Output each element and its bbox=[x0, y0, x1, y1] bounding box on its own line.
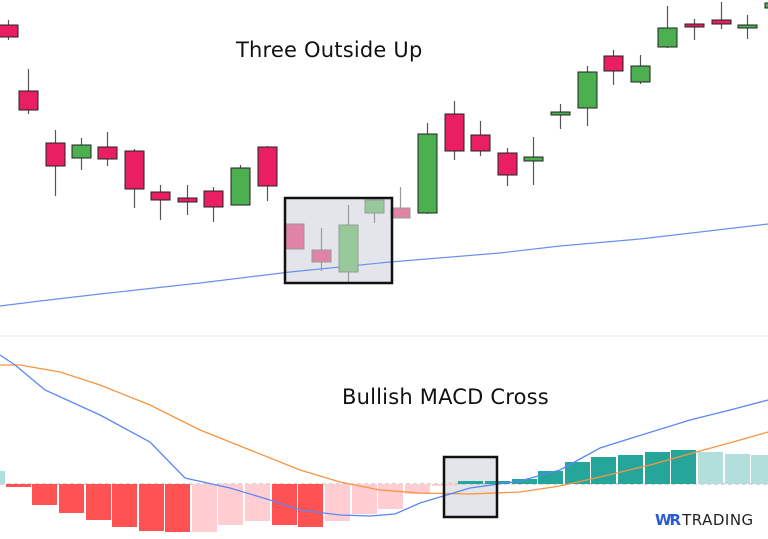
logo-mark: WR bbox=[655, 511, 681, 529]
candle-body bbox=[203, 190, 224, 208]
candlestick bbox=[177, 185, 198, 215]
candle-body bbox=[97, 146, 118, 160]
histogram-bar bbox=[698, 452, 723, 484]
candle-body bbox=[284, 223, 305, 250]
candle-body bbox=[711, 19, 732, 25]
macd-annotation: Bullish MACD Cross bbox=[342, 385, 549, 409]
candle-body bbox=[523, 156, 544, 162]
candle-body bbox=[603, 55, 624, 72]
macd-line bbox=[0, 354, 768, 517]
candle-body bbox=[764, 2, 768, 9]
candle-body bbox=[444, 113, 465, 152]
macd-highlight-box bbox=[444, 457, 497, 517]
histogram-bar bbox=[6, 484, 31, 487]
candlestick bbox=[603, 50, 624, 85]
candlestick bbox=[257, 146, 278, 201]
histogram-bar bbox=[405, 484, 430, 494]
pattern-annotation: Three Outside Up bbox=[236, 38, 423, 62]
candle-body bbox=[45, 142, 66, 167]
histogram-bar bbox=[378, 484, 403, 509]
candle-body bbox=[657, 27, 678, 48]
histogram-bar bbox=[245, 484, 270, 521]
candle-body bbox=[684, 23, 705, 28]
histogram-bar bbox=[591, 457, 616, 484]
candlestick bbox=[684, 19, 705, 40]
candle-body bbox=[470, 134, 491, 152]
histogram-bar bbox=[59, 484, 84, 513]
candle-body bbox=[257, 146, 278, 187]
candle-body bbox=[338, 224, 359, 273]
candlestick bbox=[390, 187, 411, 219]
histogram-bar bbox=[86, 484, 111, 520]
candlestick bbox=[444, 101, 465, 160]
histogram-bar bbox=[112, 484, 137, 527]
candlestick bbox=[203, 187, 224, 222]
histogram-bar bbox=[139, 484, 164, 531]
candle-body bbox=[71, 144, 92, 159]
candle-body bbox=[0, 24, 19, 38]
candle-body bbox=[497, 152, 518, 176]
candle-body bbox=[18, 90, 39, 111]
candlestick bbox=[18, 69, 39, 114]
candle-body bbox=[630, 65, 651, 83]
histogram-bar bbox=[458, 481, 483, 484]
brand-logo: WR TRADING bbox=[655, 511, 754, 529]
signal-line bbox=[0, 364, 768, 495]
candle-body bbox=[550, 111, 571, 116]
price-panel bbox=[0, 2, 768, 307]
candle-body bbox=[737, 24, 758, 29]
histogram-bar bbox=[192, 484, 217, 532]
pattern-highlight-border bbox=[283, 196, 394, 285]
candlestick bbox=[45, 130, 66, 196]
histogram-bar bbox=[32, 484, 57, 505]
candlestick bbox=[764, 2, 768, 9]
candlestick bbox=[0, 20, 19, 40]
logo-text: TRADING bbox=[682, 511, 754, 529]
candlestick bbox=[470, 121, 491, 156]
candle-body bbox=[417, 133, 438, 214]
candlestick bbox=[338, 205, 359, 282]
candle-body bbox=[390, 207, 411, 219]
histogram-bar bbox=[298, 484, 323, 527]
histogram-bar bbox=[0, 471, 5, 484]
candlestick bbox=[230, 165, 251, 206]
candle-body bbox=[577, 71, 598, 109]
candle-body bbox=[177, 197, 198, 203]
candlestick bbox=[497, 148, 518, 186]
candle-body bbox=[124, 150, 145, 190]
histogram-bar bbox=[565, 462, 590, 484]
candlestick bbox=[97, 132, 118, 166]
macd-highlight-border bbox=[442, 455, 499, 519]
candlestick bbox=[657, 6, 678, 48]
candle-body bbox=[311, 249, 332, 263]
candlestick bbox=[150, 185, 171, 220]
candlestick bbox=[71, 138, 92, 170]
candlestick bbox=[417, 123, 438, 214]
histogram-bar bbox=[512, 479, 537, 484]
candle-body bbox=[364, 199, 385, 214]
candlestick bbox=[550, 104, 571, 129]
candlestick bbox=[523, 137, 544, 185]
candlestick bbox=[737, 15, 758, 39]
candlestick bbox=[711, 2, 732, 29]
candlestick bbox=[124, 149, 145, 208]
macd-panel bbox=[0, 354, 768, 532]
candle-body bbox=[150, 191, 171, 201]
histogram-bar bbox=[165, 484, 190, 532]
candlestick bbox=[284, 223, 305, 250]
candlestick bbox=[311, 228, 332, 271]
candlestick bbox=[577, 66, 598, 126]
histogram-bar bbox=[751, 455, 768, 484]
candlestick bbox=[364, 198, 385, 223]
candlestick bbox=[630, 55, 651, 84]
histogram-bar bbox=[725, 454, 750, 484]
histogram-bar bbox=[645, 452, 670, 484]
candle-body bbox=[230, 167, 251, 206]
